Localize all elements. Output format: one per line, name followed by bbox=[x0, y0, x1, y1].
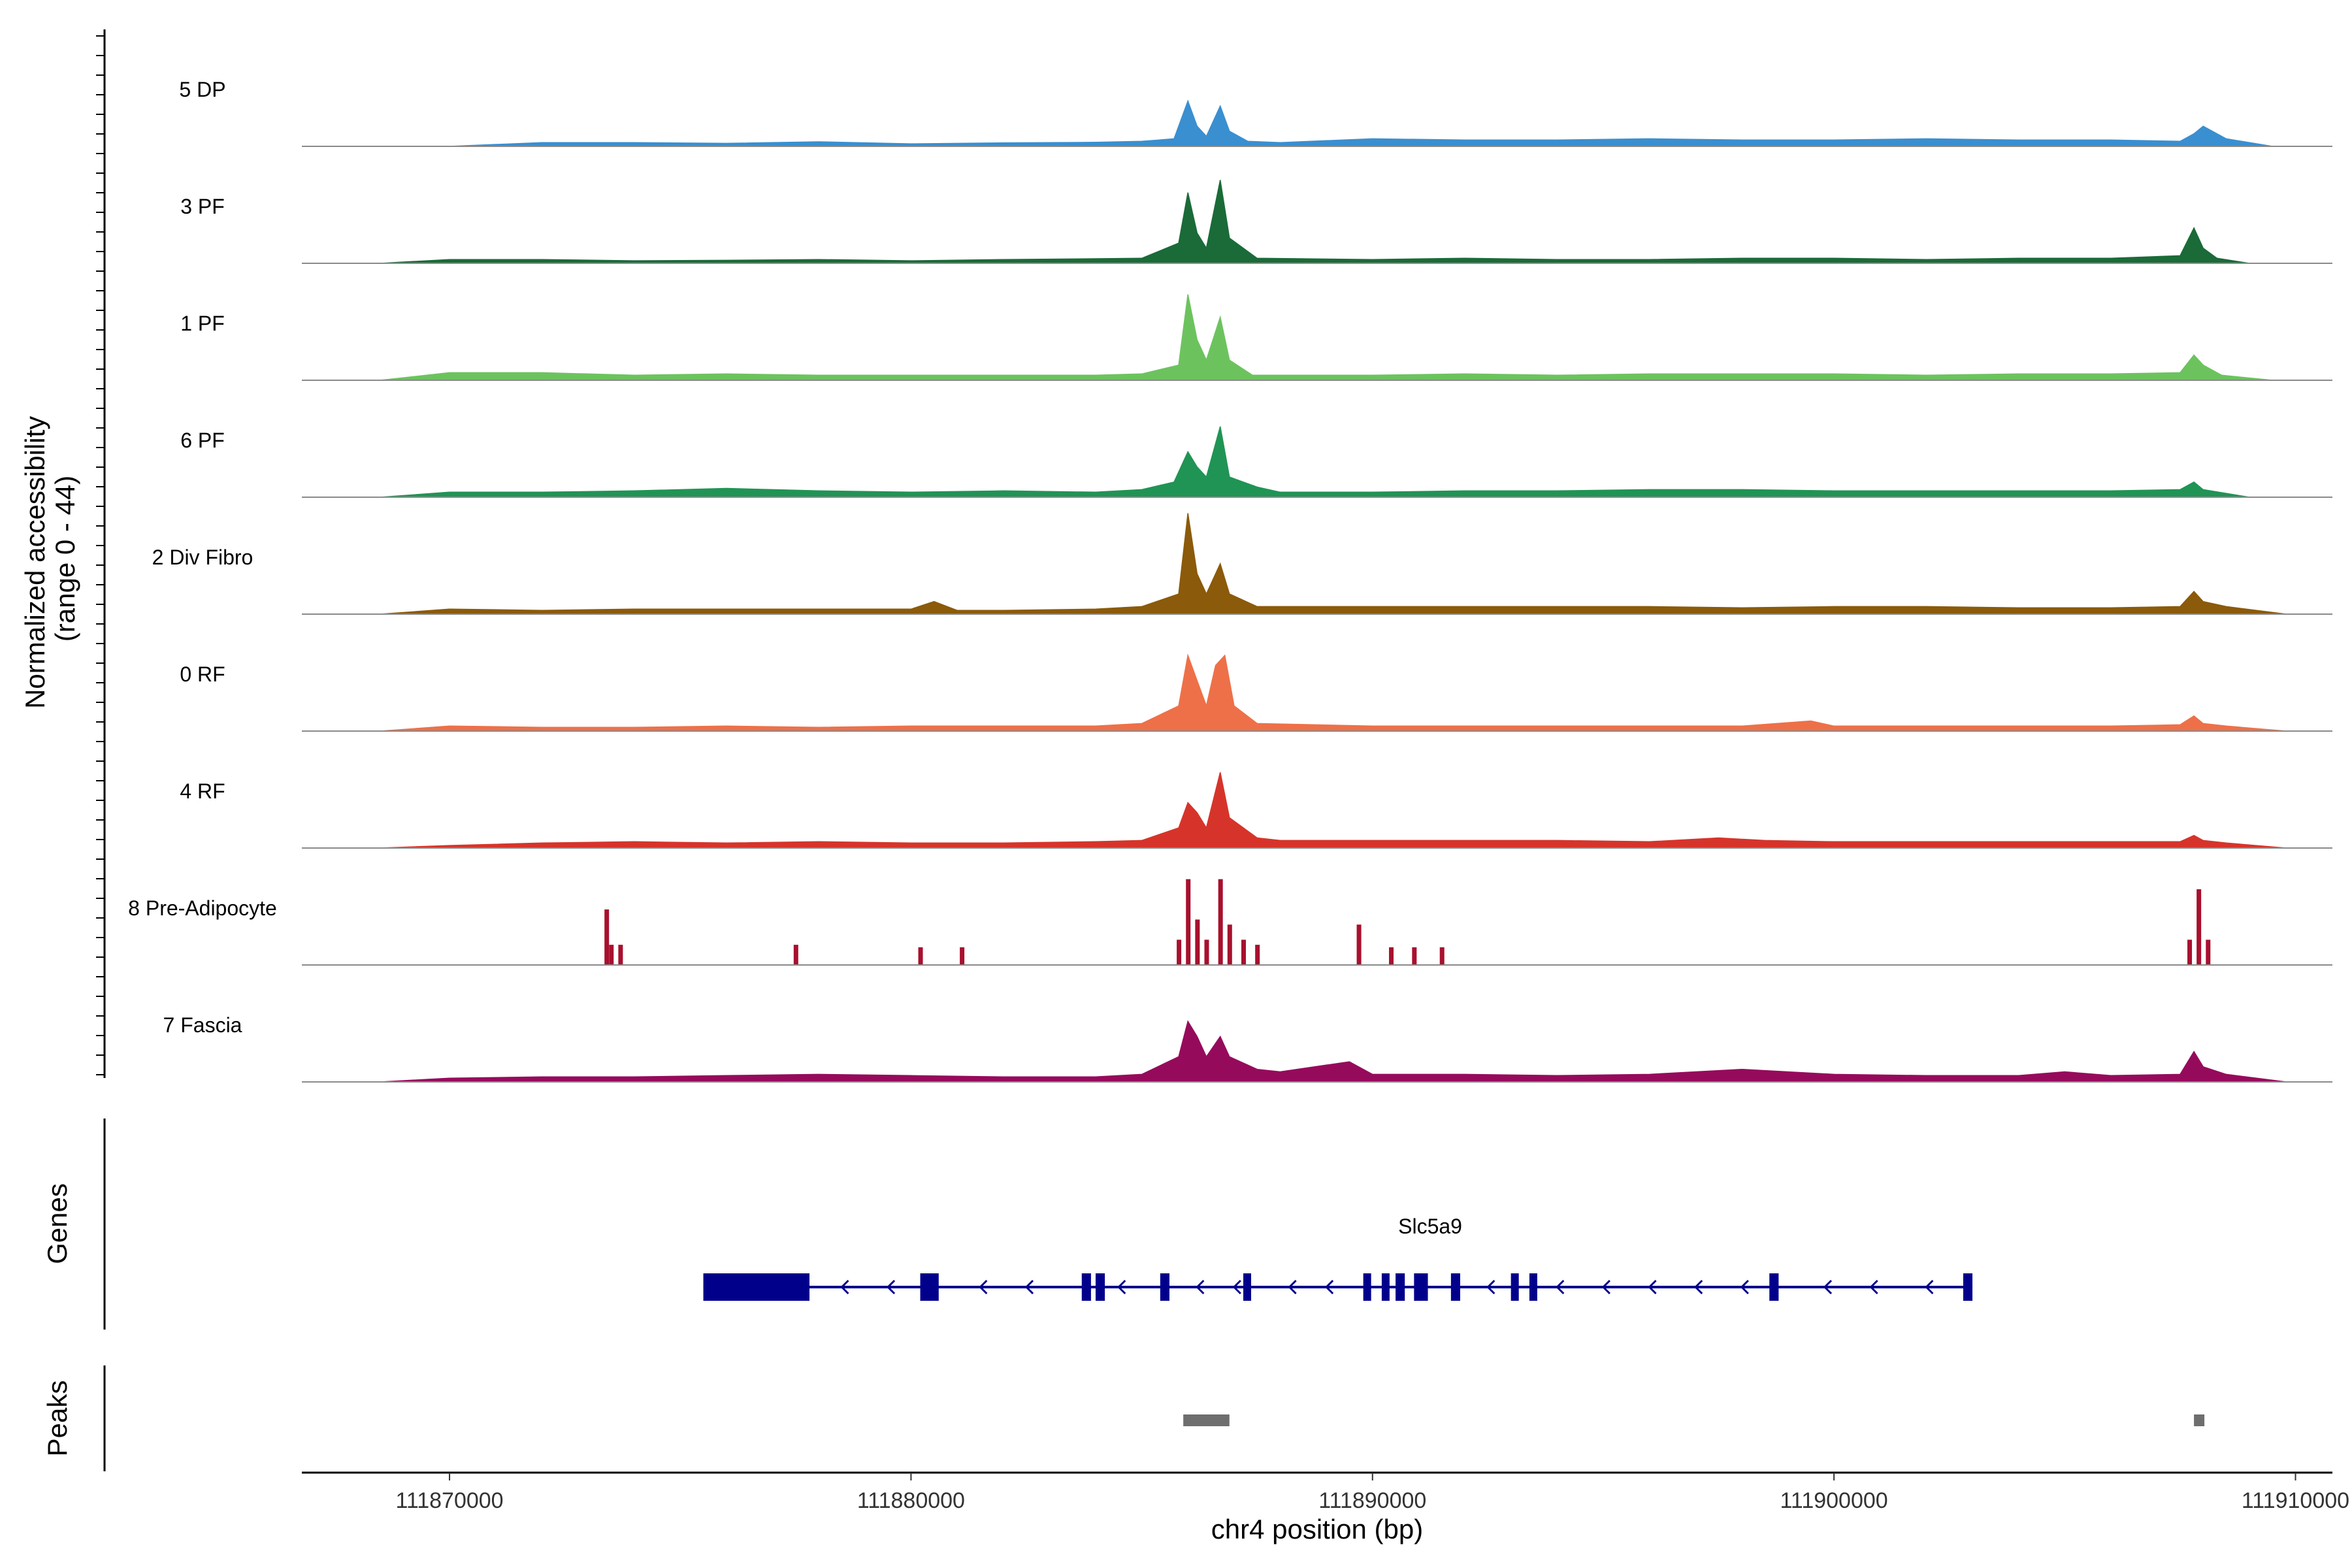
coverage-bar bbox=[604, 909, 610, 965]
gene-exon bbox=[1095, 1273, 1105, 1301]
track-label: 3 PF bbox=[180, 195, 225, 218]
gene-exon bbox=[920, 1273, 939, 1301]
gene-exon bbox=[1160, 1273, 1169, 1301]
track-8-pre-adipocyte: 8 Pre-Adipocyte bbox=[128, 879, 2332, 966]
gene-exon bbox=[1529, 1273, 1537, 1301]
gene-exon bbox=[1363, 1273, 1371, 1301]
strand-arrow bbox=[1024, 1279, 1034, 1295]
track-label: 1 PF bbox=[180, 312, 225, 335]
x-tick-label: 111870000 bbox=[395, 1488, 503, 1513]
track-7-fascia: 7 Fascia bbox=[163, 1013, 2332, 1083]
strand-arrow bbox=[1117, 1279, 1126, 1295]
track-1-pf: 1 PF bbox=[180, 294, 2332, 381]
track-2-div-fibro: 2 Div Fibro bbox=[152, 513, 2332, 615]
gene-exon bbox=[1381, 1273, 1390, 1301]
strand-arrow bbox=[1925, 1279, 1934, 1295]
strand-arrow bbox=[840, 1279, 849, 1295]
coverage-area bbox=[449, 99, 2273, 147]
coverage-bar bbox=[2197, 889, 2202, 965]
track-5-dp: 5 DP bbox=[179, 78, 2332, 147]
strand-arrow bbox=[1869, 1279, 1878, 1295]
track-label: 6 PF bbox=[180, 429, 225, 452]
strand-arrow bbox=[1648, 1279, 1657, 1295]
peaks-track: Peaks bbox=[42, 1365, 2205, 1471]
coverage-bar bbox=[609, 945, 614, 965]
strand-arrow bbox=[1232, 1279, 1241, 1295]
track-label: 5 DP bbox=[179, 78, 225, 101]
gene-exon bbox=[1450, 1273, 1460, 1301]
y-axis-title: Normalized accessibility (range 0 - 44) bbox=[20, 408, 80, 709]
coverage-area bbox=[380, 180, 2250, 264]
gene-exon bbox=[1769, 1273, 1779, 1301]
track-label: 8 Pre-Adipocyte bbox=[128, 896, 277, 920]
coverage-bar bbox=[1218, 879, 1223, 965]
gene-exon bbox=[1243, 1273, 1251, 1301]
coverage-bar bbox=[1204, 939, 1209, 965]
strand-arrow bbox=[979, 1279, 988, 1295]
track-label: 4 RF bbox=[180, 779, 225, 803]
coverage-bar bbox=[918, 947, 923, 965]
strand-arrow bbox=[1823, 1279, 1833, 1295]
genes-axis-title: Genes bbox=[42, 1183, 73, 1264]
coverage-bar bbox=[1177, 939, 1182, 965]
peaks-axis-title: Peaks bbox=[42, 1380, 73, 1457]
coverage-bar bbox=[618, 945, 623, 965]
x-tick-label: 111910000 bbox=[2242, 1488, 2349, 1513]
strand-arrow bbox=[1740, 1279, 1749, 1295]
x-tick-label: 111900000 bbox=[1780, 1488, 1888, 1513]
track-label: 7 Fascia bbox=[163, 1013, 242, 1037]
gene-exon bbox=[703, 1273, 809, 1301]
track-3-pf: 3 PF bbox=[180, 180, 2332, 264]
coverage-bar bbox=[793, 945, 798, 965]
strand-arrow bbox=[1556, 1279, 1565, 1295]
gene-exon bbox=[1396, 1273, 1405, 1301]
coverage-bar bbox=[1356, 924, 1362, 965]
coverage-tracks: 5 DP 3 PF 1 PF 6 PF 2 Div Fibro 0 RF 4 RF 8 Pre… bbox=[128, 78, 2332, 1083]
gene-exon bbox=[1081, 1273, 1091, 1301]
track-0-rf: 0 RF bbox=[180, 653, 2332, 732]
gene-exon bbox=[1511, 1273, 1519, 1301]
coverage-area bbox=[380, 426, 2250, 498]
gene-label: Slc5a9 bbox=[1398, 1215, 1462, 1238]
coverage-bar bbox=[1439, 947, 1445, 965]
coverage-bar bbox=[960, 947, 965, 965]
coverage-bar bbox=[1241, 939, 1246, 965]
coverage-bar bbox=[1255, 945, 1260, 965]
track-label: 0 RF bbox=[180, 662, 225, 686]
track-6-pf: 6 PF bbox=[180, 426, 2332, 498]
left-y-axis: Normalized accessibility (range 0 - 44) bbox=[20, 29, 106, 1078]
gene-exon bbox=[1963, 1273, 1973, 1301]
coverage-area bbox=[380, 772, 2287, 849]
track-label: 2 Div Fibro bbox=[152, 546, 253, 569]
x-axis: 111870000 111880000 111890000 111900000 1119… bbox=[302, 1471, 2349, 1544]
coverage-area bbox=[380, 1020, 2287, 1083]
coverage-bar bbox=[1186, 879, 1191, 965]
coverage-area bbox=[380, 653, 2287, 732]
coverage-bar bbox=[1195, 919, 1200, 965]
coverage-area bbox=[380, 513, 2287, 615]
coverage-bar bbox=[1412, 947, 1417, 965]
x-tick-label: 111890000 bbox=[1318, 1488, 1426, 1513]
peak-region bbox=[2194, 1414, 2205, 1426]
track-4-rf: 4 RF bbox=[180, 772, 2332, 849]
gene-exon bbox=[1414, 1273, 1428, 1301]
x-tick-label: 111880000 bbox=[857, 1488, 965, 1513]
peak-region bbox=[1183, 1414, 1230, 1426]
strand-arrow bbox=[1694, 1279, 1703, 1295]
strand-arrow bbox=[1486, 1279, 1495, 1295]
strand-arrow bbox=[1325, 1279, 1334, 1295]
coverage-bar bbox=[2206, 939, 2211, 965]
strand-arrow bbox=[1601, 1279, 1611, 1295]
gene-track: Genes Slc5a9 bbox=[42, 1119, 1973, 1330]
strand-arrow bbox=[1288, 1279, 1297, 1295]
strand-arrow bbox=[1196, 1279, 1205, 1295]
coverage-bar bbox=[1389, 947, 1394, 965]
coverage-area bbox=[380, 294, 2273, 381]
coverage-bar bbox=[2187, 939, 2193, 965]
strand-arrow bbox=[886, 1279, 896, 1295]
coverage-bar bbox=[1227, 924, 1232, 965]
x-axis-title: chr4 position (bp) bbox=[1211, 1514, 1424, 1544]
